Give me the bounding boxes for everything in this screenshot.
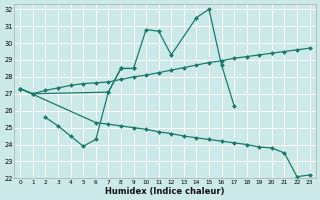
- X-axis label: Humidex (Indice chaleur): Humidex (Indice chaleur): [105, 187, 225, 196]
